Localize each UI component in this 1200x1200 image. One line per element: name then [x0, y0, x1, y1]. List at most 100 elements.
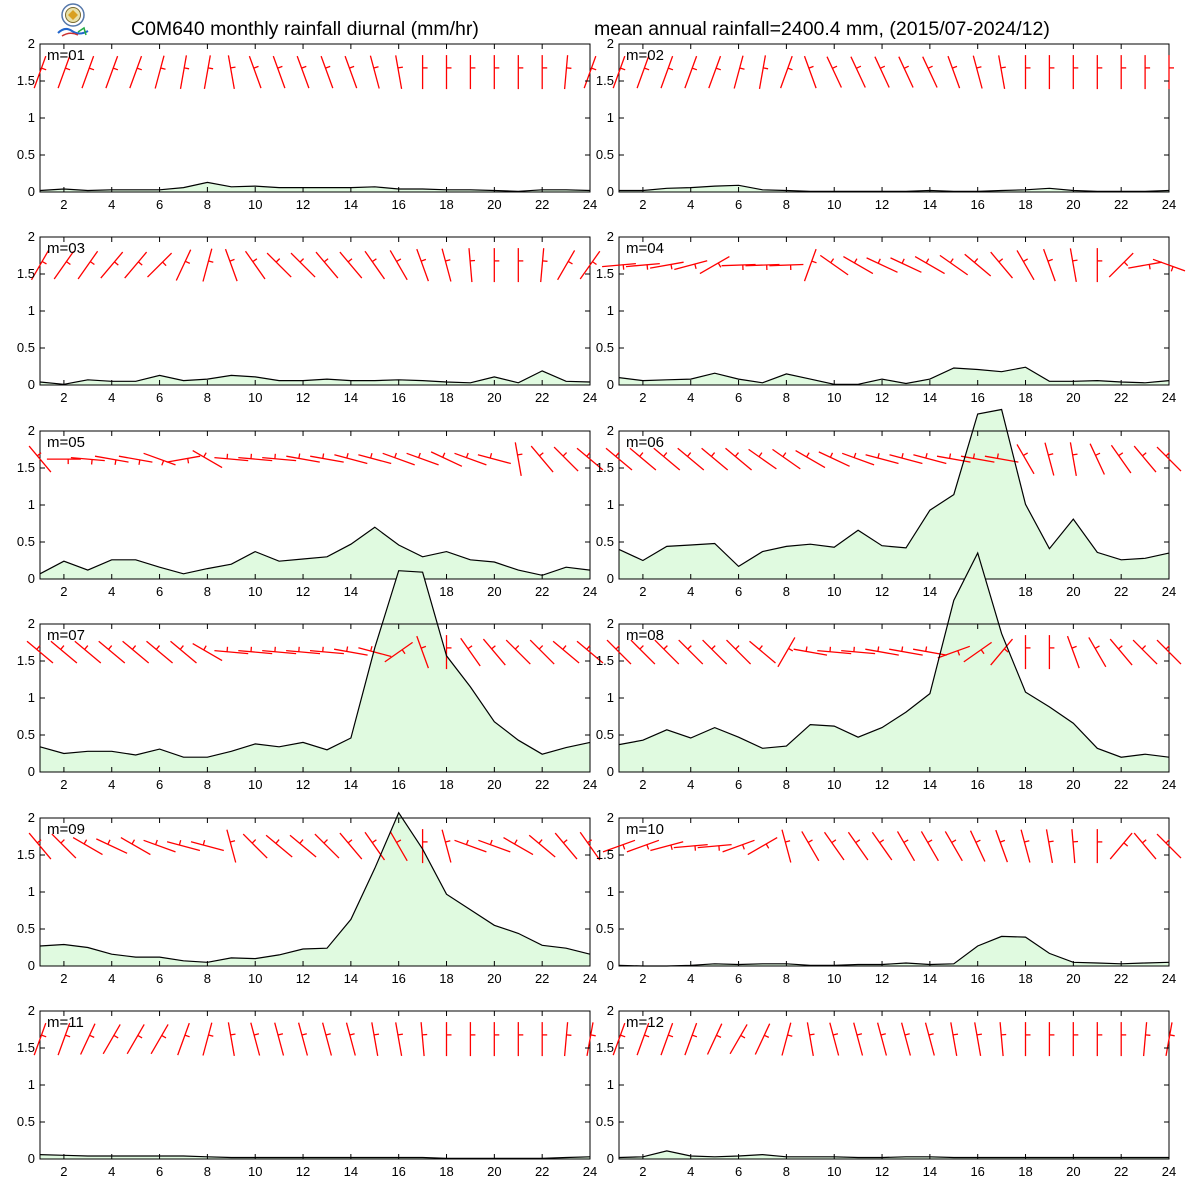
x-tick-label: 18: [1018, 971, 1032, 986]
x-tick-label: 2: [639, 1164, 646, 1179]
wind-barb: [708, 55, 722, 89]
wind-barb-shaft: [166, 455, 201, 463]
x-tick-label: 10: [248, 777, 262, 792]
wind-barb: [823, 831, 845, 861]
wind-barb: [1048, 1022, 1055, 1057]
y-tick-label: 0: [607, 1151, 614, 1166]
wind-barb-flag: [401, 649, 406, 655]
panel-month-label: m=08: [626, 627, 664, 644]
wind-barb: [454, 452, 487, 466]
wind-barb-flag: [831, 839, 837, 844]
wind-barb-shaft: [660, 1022, 674, 1056]
wind-barb-flag: [562, 452, 568, 457]
wind-barb-shaft: [758, 55, 767, 90]
wind-barb: [57, 1022, 71, 1056]
y-tick-label: 2: [607, 616, 614, 631]
wind-barb: [517, 1022, 524, 1057]
wind-barb-flag: [202, 840, 206, 846]
wind-barb-shaft: [177, 1022, 190, 1056]
wind-barb-shaft: [528, 834, 556, 858]
x-tick-label: 18: [439, 584, 453, 599]
wind-barb-shaft: [100, 251, 124, 279]
x-tick-label: 16: [970, 390, 984, 405]
wind-barb-shaft: [699, 256, 730, 275]
wind-barb-flag: [1071, 645, 1077, 649]
wind-barb-flag: [253, 65, 259, 69]
wind-barb: [706, 1023, 723, 1055]
wind-barb-flag: [925, 646, 928, 652]
wind-barb-flag: [347, 839, 353, 844]
x-tick-label: 14: [344, 584, 358, 599]
wind-barb: [963, 641, 992, 663]
rainfall-area: [40, 527, 590, 579]
wind-barb-flag: [901, 258, 905, 264]
y-tick-label: 1.5: [17, 266, 35, 281]
y-tick-label: 2: [28, 36, 35, 51]
y-tick-label: 2: [607, 229, 614, 244]
wind-barb-flag: [298, 453, 301, 459]
wind-barb: [876, 1022, 888, 1056]
wind-barb-shaft: [779, 55, 793, 89]
wind-barb: [81, 55, 95, 89]
wind-barb-shaft: [605, 447, 633, 471]
wind-barb: [636, 55, 650, 89]
wind-barb-shaft: [922, 56, 938, 88]
wind-barb-flag: [41, 260, 47, 265]
wind-barb-flag: [562, 839, 568, 844]
wind-barb: [898, 56, 914, 88]
wind-barb: [990, 251, 1013, 279]
x-tick-label: 10: [827, 197, 841, 212]
x-tick-label: 22: [535, 777, 549, 792]
wind-barb-shaft: [265, 834, 293, 858]
y-tick-label: 1.5: [17, 1040, 35, 1055]
wind-barb: [674, 260, 708, 271]
wind-barb: [445, 55, 452, 90]
rainfall-area: [40, 570, 590, 772]
wind-barb: [924, 1022, 935, 1056]
wind-barb: [636, 1022, 650, 1056]
wind-barb: [540, 248, 548, 283]
wind-barb: [678, 639, 704, 665]
wind-barb: [1120, 1022, 1127, 1057]
wind-barb-flag: [782, 452, 787, 458]
wind-barb-flag: [203, 452, 207, 458]
wind-barb-shaft: [420, 1022, 425, 1057]
wind-barb-flag: [957, 650, 961, 656]
x-tick-label: 2: [60, 584, 67, 599]
wind-barb-flag: [668, 1034, 674, 1038]
wind-barb-flag: [717, 262, 722, 268]
wind-barb: [995, 829, 1009, 863]
y-tick-label: 0.5: [17, 147, 35, 162]
wind-barb: [972, 55, 983, 89]
plot-frame: [39, 1010, 591, 1160]
y-tick-label: 1: [28, 110, 35, 125]
wind-barb: [889, 646, 923, 656]
wind-barb-shaft: [706, 1023, 723, 1055]
x-tick-label: 20: [487, 971, 501, 986]
wind-barb-shaft: [406, 452, 439, 466]
wind-barb-flag: [349, 65, 355, 69]
wind-barb: [33, 1022, 47, 1056]
wind-barb-shaft: [364, 250, 386, 280]
wind-barb-flag: [1023, 258, 1029, 262]
x-tick-label: 18: [439, 1164, 453, 1179]
wind-barb-shaft: [803, 55, 817, 89]
wind-barb: [57, 55, 71, 89]
rainfall-panel-1: 00.511.522 4 6 8 10 12 14 16 18 20 22 24m=01: [17, 36, 597, 212]
wind-barb: [50, 640, 78, 664]
y-tick-label: 1: [607, 884, 614, 899]
wind-barb-shaft: [612, 55, 626, 89]
wind-barb: [777, 637, 796, 668]
wind-barb-shaft: [262, 649, 297, 655]
x-tick-label: 24: [1162, 971, 1176, 986]
wind-barb-flag: [90, 459, 93, 465]
wind-barb: [1109, 638, 1133, 666]
x-tick-label: 6: [735, 971, 742, 986]
wind-barb: [1066, 635, 1080, 669]
x-tick-label: 8: [204, 197, 211, 212]
wind-barb-flag: [187, 458, 190, 464]
rainfall-panel-3: 00.511.522 4 6 8 10 12 14 16 18 20 22 24m=03: [17, 229, 601, 405]
wind-barb: [871, 831, 893, 861]
y-tick-label: 2: [28, 616, 35, 631]
y-tick-label: 0.5: [596, 727, 614, 742]
